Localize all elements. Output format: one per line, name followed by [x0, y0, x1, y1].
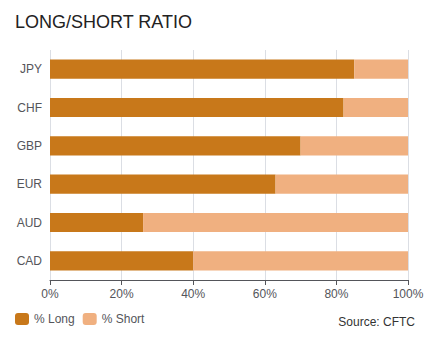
svg-text:80%: 80% — [324, 287, 348, 301]
svg-text:40%: 40% — [181, 287, 205, 301]
svg-text:GBP: GBP — [17, 139, 42, 153]
svg-text:AUD: AUD — [17, 216, 43, 230]
svg-text:100%: 100% — [393, 287, 424, 301]
svg-text:CHF: CHF — [17, 101, 42, 115]
svg-text:20%: 20% — [110, 287, 134, 301]
svg-text:60%: 60% — [253, 287, 277, 301]
svg-text:% Long: % Long — [34, 312, 75, 326]
svg-text:JPY: JPY — [20, 62, 42, 76]
svg-text:CAD: CAD — [17, 254, 43, 268]
svg-text:% Short: % Short — [102, 312, 145, 326]
svg-text:0%: 0% — [41, 287, 59, 301]
svg-text:EUR: EUR — [17, 177, 43, 191]
svg-text:LONG/SHORT RATIO: LONG/SHORT RATIO — [15, 12, 192, 32]
svg-text:Source: CFTC: Source: CFTC — [338, 315, 415, 329]
